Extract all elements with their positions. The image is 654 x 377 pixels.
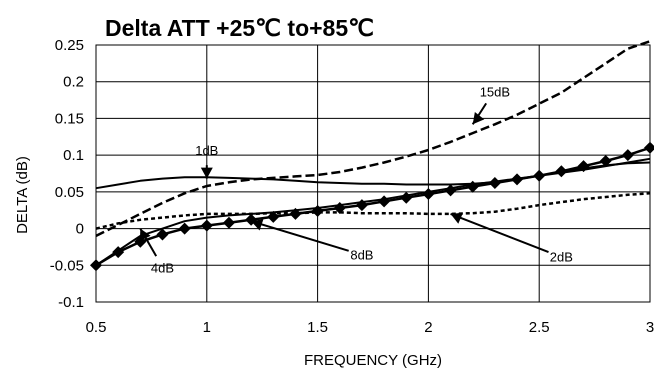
x-tick-label: 2 — [424, 319, 432, 336]
point-8dB — [311, 204, 324, 217]
annotation-label: 15dB — [480, 84, 510, 99]
y-tick-label: -0.05 — [50, 257, 84, 274]
y-tick-label: -0.1 — [58, 294, 84, 311]
x-tick-label: 0.5 — [86, 319, 107, 336]
chart-title: Delta ATT +25℃ to+85℃ — [105, 15, 374, 41]
x-tick-label: 1 — [203, 319, 211, 336]
point-8dB — [333, 202, 346, 215]
y-tick-label: 0.1 — [63, 147, 84, 164]
point-8dB — [533, 169, 546, 182]
point-8dB — [90, 259, 102, 272]
point-8dB — [355, 199, 368, 212]
y-tick-label: 0.2 — [63, 74, 84, 91]
x-tick-label: 1.5 — [307, 319, 328, 336]
series-layer — [90, 40, 654, 272]
point-8dB — [378, 195, 391, 208]
annotation-label: 8dB — [350, 247, 373, 262]
point-8dB — [444, 184, 457, 197]
y-axis-label: DELTA (dB) — [14, 156, 31, 234]
annotation-arrow-head — [472, 111, 485, 125]
y-tick-label: 0.15 — [55, 110, 84, 127]
annotation-arrow-head — [200, 167, 213, 179]
plot-area-border — [95, 44, 651, 303]
annotation-arrow-head — [139, 228, 151, 242]
point-8dB — [200, 219, 213, 232]
point-8dB — [112, 246, 125, 259]
annotation-arrow-head — [450, 212, 464, 224]
point-8dB — [156, 228, 169, 241]
x-tick-label: 2.5 — [529, 319, 550, 336]
point-8dB — [267, 210, 280, 223]
annotation-label: 4dB — [151, 261, 174, 276]
series-line-15dB — [95, 40, 651, 238]
point-8dB — [488, 177, 501, 190]
annotation-label: 1dB — [195, 143, 218, 158]
annotation-layer: 1dB 15dB 4dB 8dB 2dB — [139, 84, 573, 276]
y-tick-label: 0.25 — [55, 37, 84, 54]
x-axis-ticks: 0.5 1 1.5 2 2.5 3 — [86, 319, 654, 336]
point-8dB — [422, 188, 435, 201]
point-8dB — [555, 165, 568, 178]
series-line-1dB — [95, 161, 651, 190]
annotation-arrow-head — [251, 219, 264, 231]
point-8dB — [577, 160, 590, 173]
point-8dB — [621, 149, 634, 162]
point-8dB — [599, 155, 612, 168]
series-line-2dB — [95, 192, 651, 230]
y-tick-label: 0.05 — [55, 184, 84, 201]
point-8dB — [466, 180, 479, 193]
annotation-label: 2dB — [550, 250, 573, 265]
annotation-arrow-line — [250, 220, 349, 252]
point-8dB — [511, 173, 524, 186]
point-8dB — [222, 216, 235, 229]
point-8dB — [178, 222, 191, 235]
y-axis-ticks: -0.1 -0.05 0 0.05 0.1 0.15 0.2 0.25 — [50, 37, 84, 311]
point-8dB — [644, 141, 654, 154]
y-tick-label: 0 — [76, 221, 84, 238]
annotation-arrow-line — [450, 212, 549, 254]
point-8dB — [400, 191, 413, 204]
point-8dB — [289, 207, 302, 220]
x-tick-label: 3 — [646, 319, 654, 336]
x-axis-label: FREQUENCY (GHz) — [304, 352, 442, 369]
